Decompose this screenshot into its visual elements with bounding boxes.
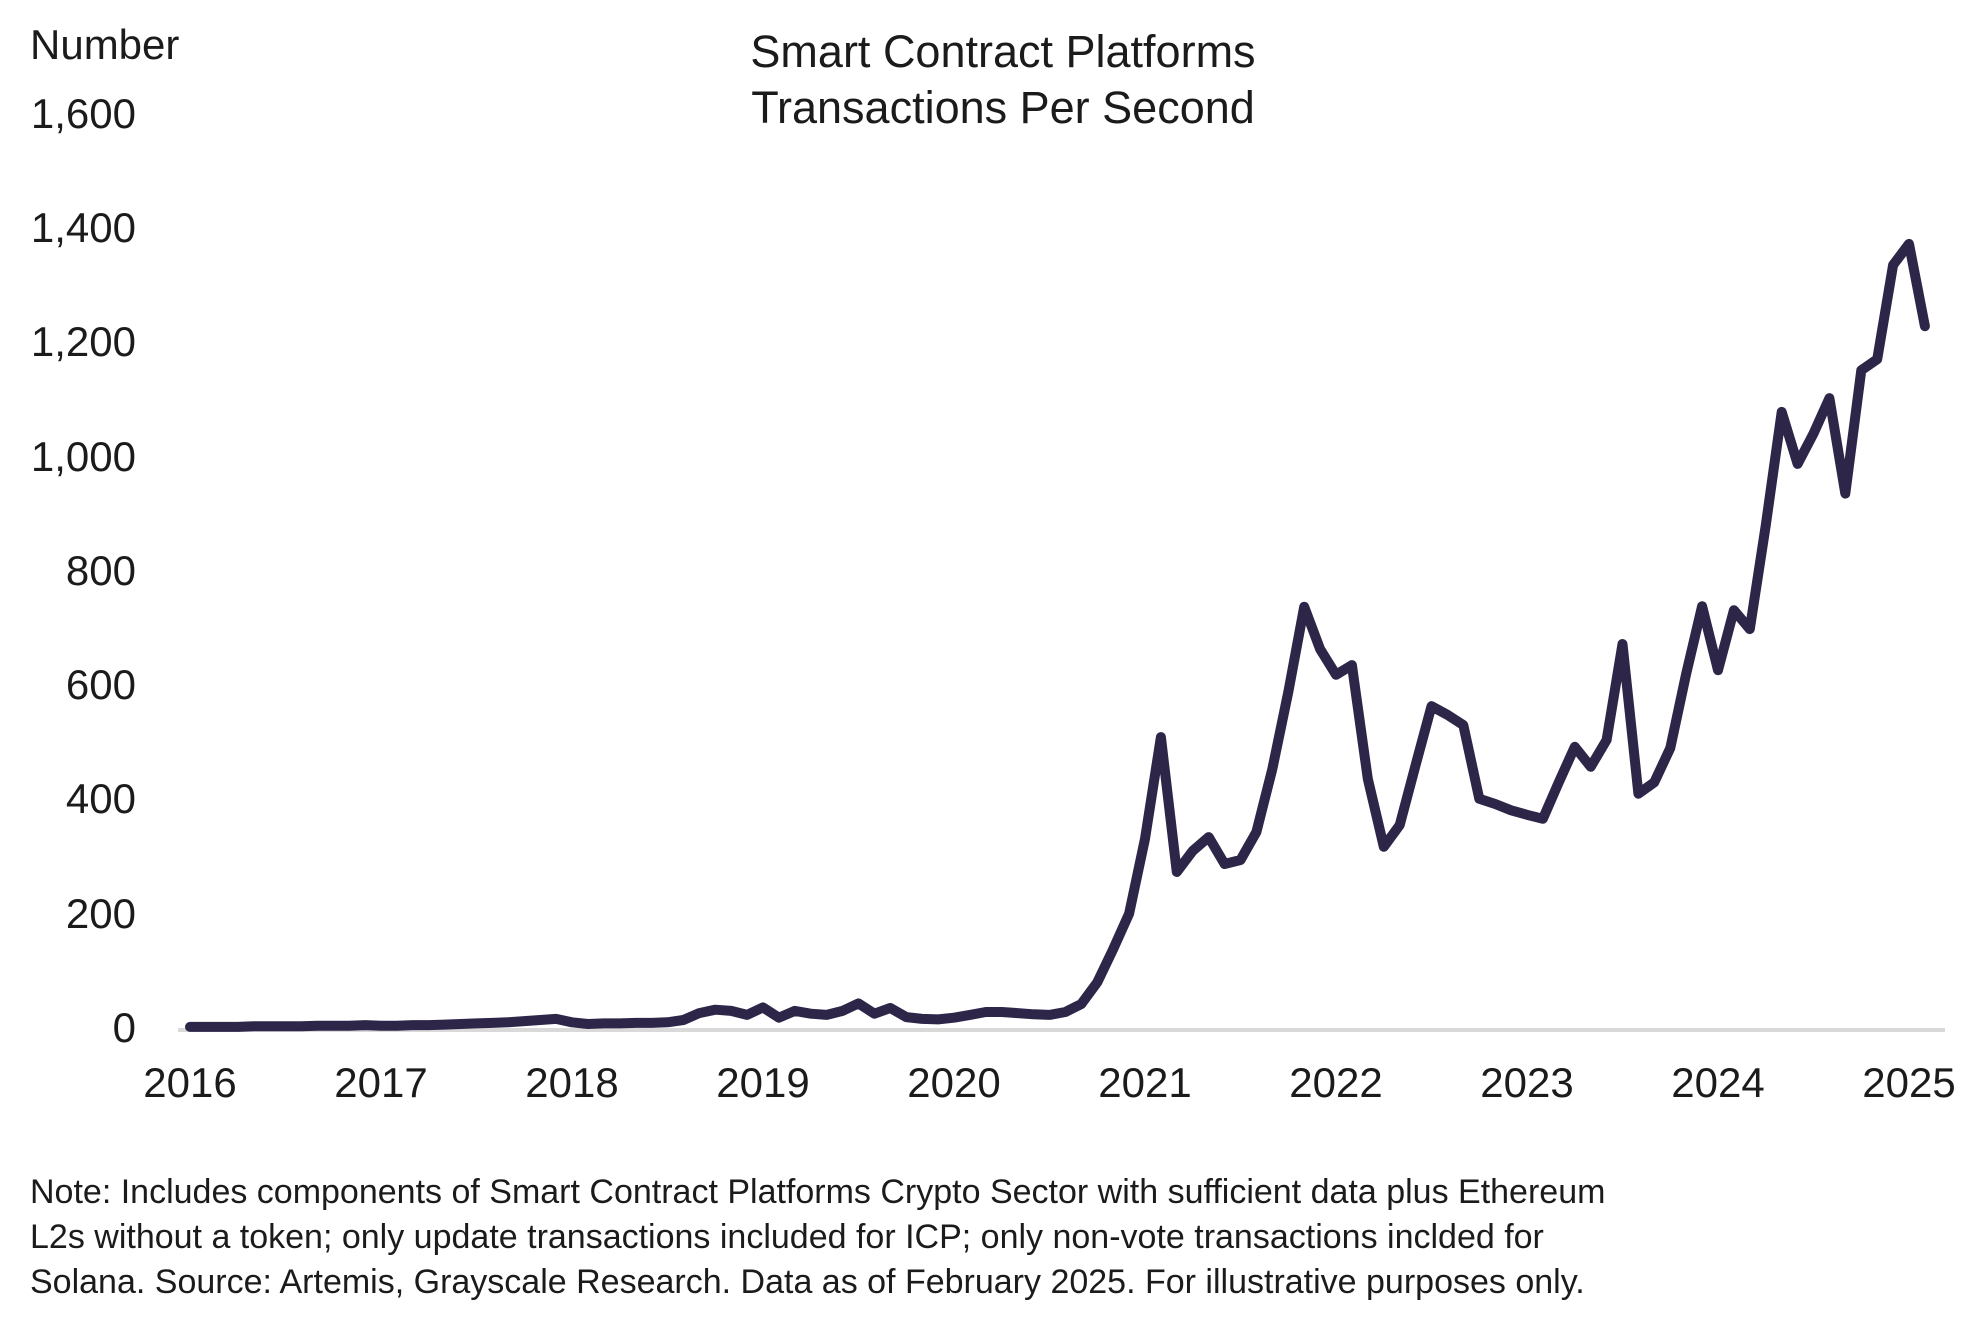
y-tick-label-600: 600 (65, 661, 136, 708)
y-tick-label-1600: 1,600 (30, 90, 136, 137)
x-tick-label-2025: 2025 (1862, 1059, 1956, 1106)
x-tick-label-2024: 2024 (1671, 1059, 1765, 1106)
y-tick-label-200: 200 (65, 890, 136, 937)
y-tick-label-1000: 1,000 (30, 433, 136, 480)
y-axis-unit-label: Number (30, 21, 180, 68)
footnote: Note: Includes components of Smart Contr… (30, 1170, 1960, 1305)
tps-line-series (185, 238, 1930, 1032)
chart-title: Smart Contract Platforms Transactions Pe… (653, 24, 1353, 136)
x-tick-label-2022: 2022 (1289, 1059, 1383, 1106)
footnote-line-3: Solana. Source: Artemis, Grayscale Resea… (30, 1263, 1585, 1301)
x-tick-label-2019: 2019 (716, 1059, 810, 1106)
y-tick-label-1400: 1,400 (30, 204, 136, 251)
chart-title-line-1: Smart Contract Platforms (750, 26, 1256, 77)
x-tick-label-2018: 2018 (525, 1059, 619, 1106)
chart-title-line-2: Transactions Per Second (751, 82, 1255, 133)
x-tick-label-2016: 2016 (143, 1059, 237, 1106)
footnote-line-1: Note: Includes components of Smart Contr… (30, 1173, 1606, 1211)
x-tick-label-2020: 2020 (907, 1059, 1001, 1106)
y-tick-label-0: 0 (112, 1004, 136, 1051)
x-tick-label-2023: 2023 (1480, 1059, 1574, 1106)
y-tick-label-800: 800 (65, 547, 136, 594)
x-tick-label-2017: 2017 (334, 1059, 428, 1106)
x-tick-label-2021: 2021 (1098, 1059, 1192, 1106)
y-tick-label-400: 400 (65, 775, 136, 822)
footnote-line-2: L2s without a token; only update transac… (30, 1218, 1544, 1256)
y-tick-label-1200: 1,200 (30, 318, 136, 365)
